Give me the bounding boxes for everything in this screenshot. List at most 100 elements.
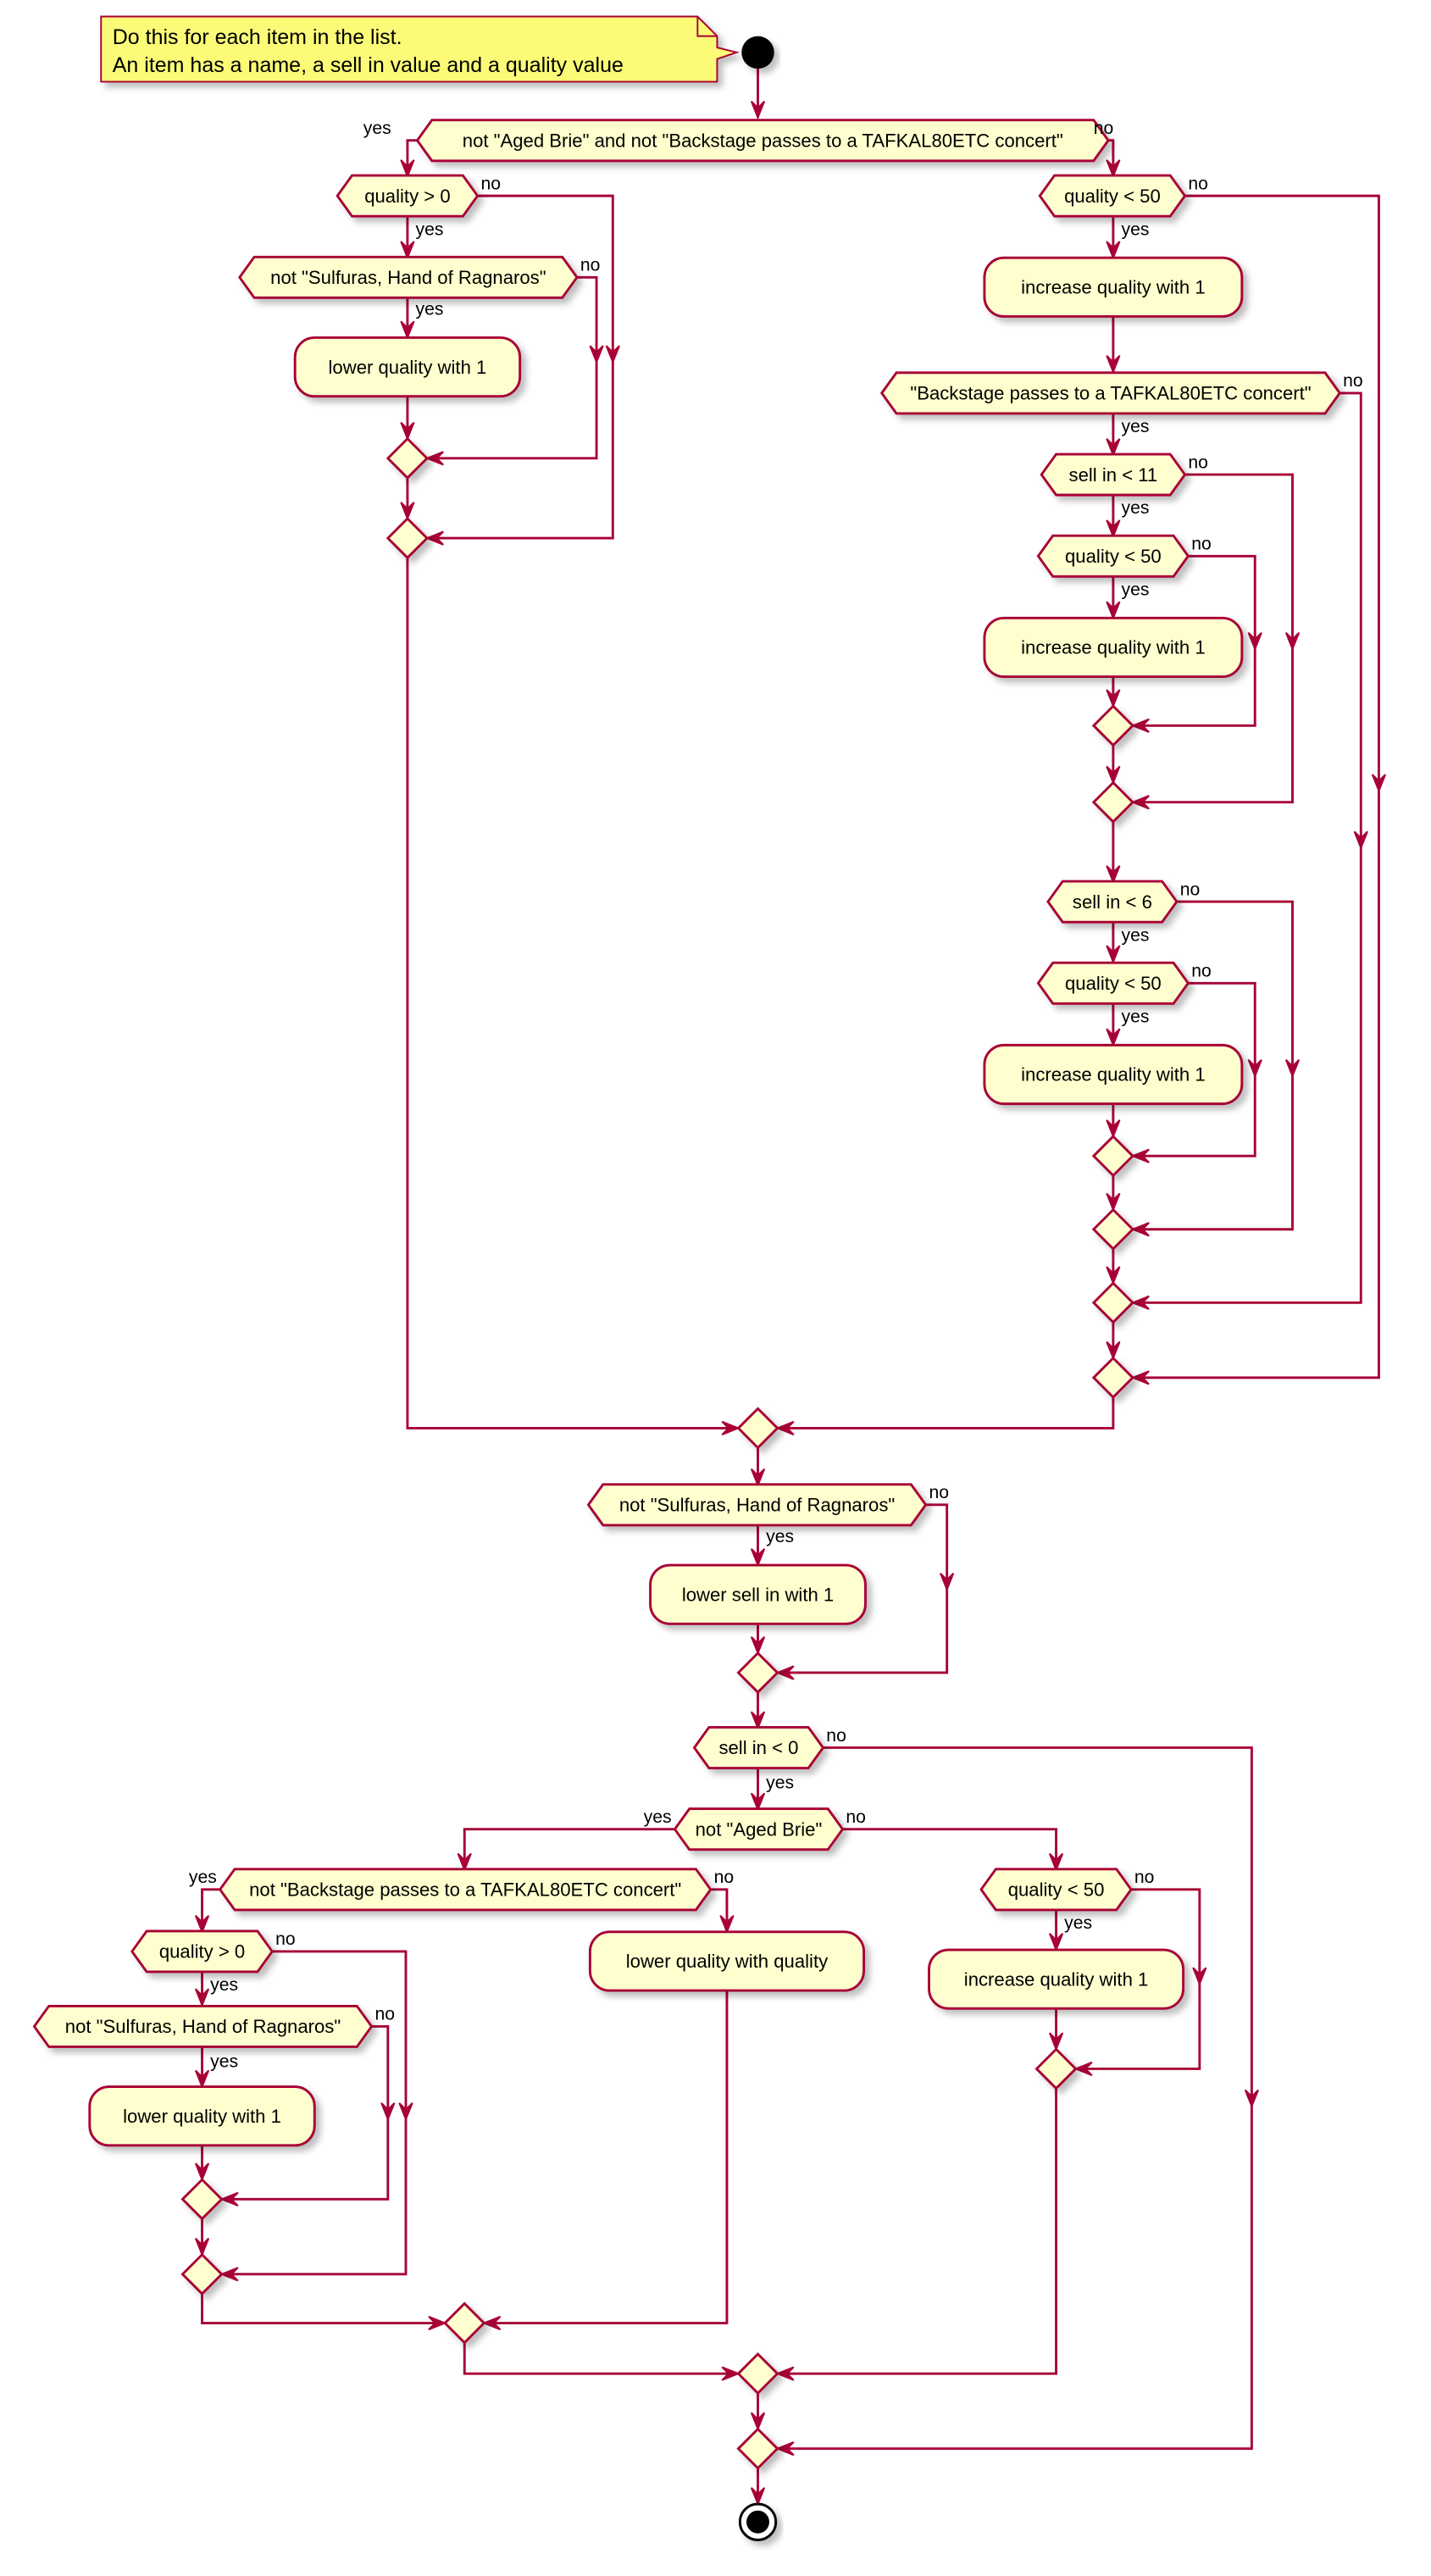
arrowhead	[424, 530, 444, 546]
arrowhead	[1284, 1059, 1301, 1079]
arrowhead	[1106, 1266, 1121, 1285]
decision-label: not "Aged Brie" and not "Backstage passe…	[463, 130, 1063, 151]
action-a_lower_sell	[649, 1563, 867, 1625]
yes-branch-label: yes	[210, 1975, 238, 1995]
merge-diamond	[1091, 1135, 1135, 1178]
merge-diamond	[736, 1651, 779, 1695]
action-a_inc_b	[983, 616, 1244, 679]
arrowhead	[1130, 1148, 1150, 1163]
action-label: lower quality with 1	[123, 2106, 281, 2127]
arrowhead	[1106, 865, 1121, 885]
arrowhead	[219, 2267, 239, 2282]
arrowhead	[1106, 765, 1121, 786]
arrowhead	[589, 345, 604, 364]
flow-edge	[406, 139, 418, 177]
merge-diamond	[736, 2427, 779, 2470]
arrowhead	[750, 1548, 766, 1568]
arrowhead	[1106, 1341, 1121, 1361]
decision-label: quality < 50	[1064, 186, 1161, 207]
decision-d_sell_lt0	[692, 1725, 825, 1769]
action-label: increase quality with 1	[1021, 277, 1206, 298]
arrowhead	[380, 2102, 396, 2122]
merge-diamond	[385, 516, 430, 560]
merge-diamond	[1091, 1208, 1135, 1251]
yes-branch-label: yes	[363, 119, 391, 138]
yes-branch-label: yes	[766, 1774, 794, 1793]
no-branch-label: no	[1188, 174, 1208, 193]
no-branch-label: no	[929, 1483, 950, 1502]
arrowhead	[400, 421, 415, 441]
merge-diamond	[736, 2352, 779, 2396]
arrowhead	[194, 2069, 210, 2090]
no-branch-label: no	[1191, 535, 1212, 554]
arrowhead	[721, 1420, 741, 1436]
decision-d_q_lt50_d	[979, 1868, 1133, 1912]
arrowhead	[1048, 2032, 1064, 2051]
merge-diamond	[1091, 1281, 1135, 1324]
arrowhead	[1048, 1933, 1064, 1952]
arrowhead	[750, 2487, 766, 2507]
decision-d_q_lt50_a	[1038, 174, 1187, 218]
merge-diamond	[1034, 2047, 1078, 2090]
arrowhead	[1106, 438, 1121, 458]
yes-branch-label: yes	[210, 2052, 238, 2072]
decision-d_q_lt50_c	[1036, 961, 1190, 1005]
flow-edge	[463, 1828, 675, 1870]
shapes: Do this for each item in the list. An ite…	[32, 15, 1363, 2541]
arrowhead	[750, 2412, 766, 2432]
no-branch-label: no	[714, 1868, 735, 1887]
action-label: lower sell in with 1	[682, 1584, 834, 1605]
arrowhead	[1106, 1119, 1121, 1139]
flow-edge	[777, 1746, 1253, 2451]
yes-branch-label: yes	[644, 1807, 672, 1827]
arrowhead	[775, 1420, 795, 1436]
arrowhead	[1192, 1967, 1207, 1987]
arrowhead	[1073, 2061, 1093, 2077]
arrowhead	[1353, 830, 1368, 851]
decision-label: not "Sulfuras, Hand of Ragnaros"	[270, 267, 546, 288]
arrowhead	[219, 2191, 239, 2207]
decision-label: quality > 0	[159, 1941, 245, 1963]
arrowhead	[400, 241, 415, 260]
no-branch-label: no	[1134, 1868, 1155, 1887]
arrowhead	[775, 2366, 795, 2381]
flow-edge	[201, 2293, 446, 2324]
arrowhead	[775, 1665, 795, 1680]
decision-d_sell_lt6	[1046, 880, 1179, 924]
no-branch-label: no	[580, 256, 601, 275]
arrowhead	[1247, 1059, 1262, 1079]
arrowhead	[1130, 718, 1150, 733]
action-a_lower_b	[88, 2085, 316, 2147]
arrowhead	[940, 1572, 955, 1592]
arrowhead	[1106, 689, 1121, 708]
merge-diamond	[443, 2301, 486, 2345]
decision-d_q_gt0_b	[130, 1929, 275, 1974]
action-label: increase quality with 1	[1021, 1064, 1206, 1085]
note	[100, 15, 740, 83]
flow-edge	[406, 558, 739, 1430]
yes-branch-label: yes	[766, 1527, 794, 1546]
decision-d_not_backstage	[218, 1868, 713, 1912]
end-node-inner	[746, 2510, 769, 2534]
merge-diamond	[385, 436, 430, 480]
merge-diamond	[1091, 704, 1135, 747]
decision-d_sulf_c	[32, 2004, 374, 2048]
arrowhead	[194, 1914, 210, 1935]
yes-branch-label: yes	[1121, 580, 1149, 599]
action-a_lower_qq	[588, 1930, 865, 1992]
no-branch-label: no	[480, 174, 501, 193]
no-branch-label: no	[1343, 371, 1363, 391]
no-branch-label: no	[374, 2005, 395, 2024]
merge-diamond	[180, 2178, 224, 2221]
arrowhead	[1106, 1192, 1121, 1213]
arrowhead	[400, 320, 415, 341]
flow-edge	[777, 2088, 1057, 2375]
flow-edge	[484, 1990, 729, 2324]
action-a_inc_a	[983, 256, 1244, 318]
merge-diamond	[736, 1407, 779, 1450]
no-branch-label: no	[826, 1726, 846, 1746]
flow-edge	[710, 1888, 729, 1932]
decision-d_sulf_b	[586, 1483, 928, 1527]
arrowhead	[719, 1914, 735, 1935]
